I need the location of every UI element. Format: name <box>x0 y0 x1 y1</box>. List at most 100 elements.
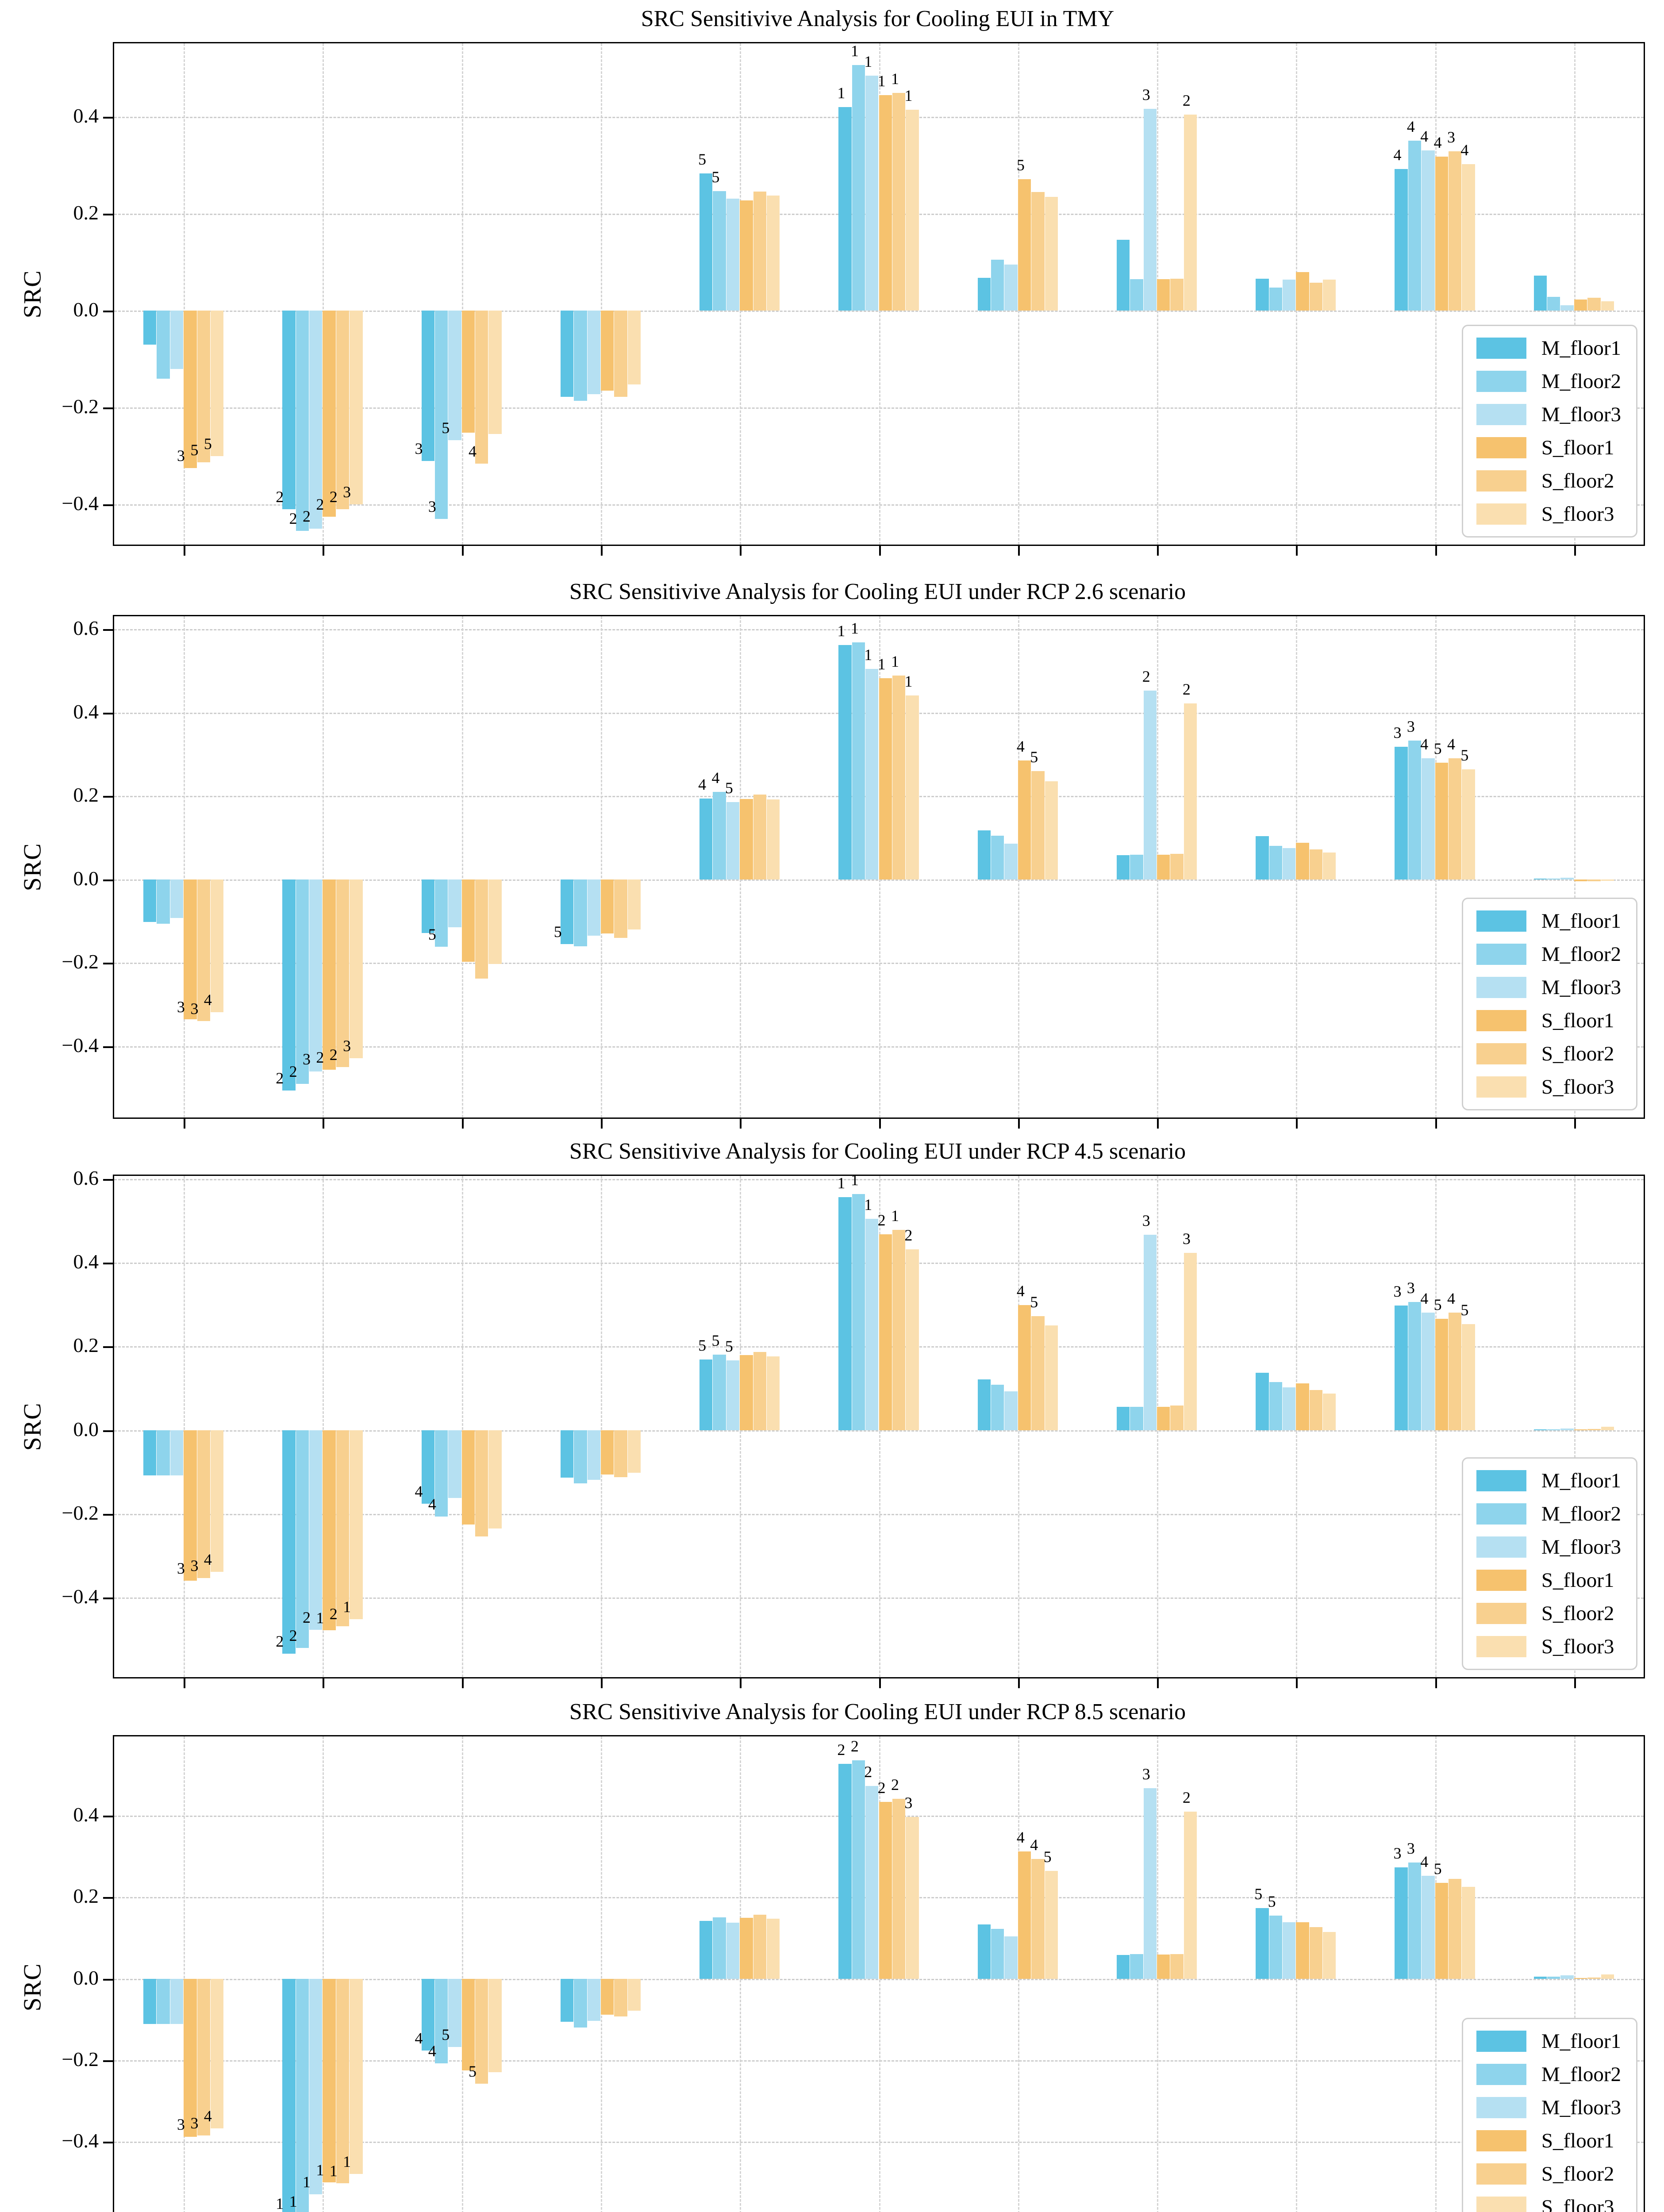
y-tick-mark <box>103 712 113 714</box>
bar <box>766 1919 780 1979</box>
bar <box>865 1218 879 1430</box>
bar <box>1547 1429 1560 1430</box>
bar <box>1435 1882 1448 1979</box>
bar <box>1462 164 1475 311</box>
y-tick-mark <box>103 1430 113 1432</box>
bar <box>852 642 865 879</box>
bar-rank-label: 2 <box>316 495 324 513</box>
bar-rank-label: 4 <box>415 1482 423 1501</box>
bar-rank-label: 4 <box>698 775 707 793</box>
legend-label: M_floor1 <box>1541 2029 1621 2053</box>
bar <box>1448 1878 1462 1979</box>
bar <box>1395 169 1408 311</box>
x-tick-mark <box>1157 546 1159 556</box>
bar-rank-label: 5 <box>1016 156 1025 174</box>
bar-rank-label: 1 <box>316 2161 324 2179</box>
bar <box>1256 1908 1269 1979</box>
bar <box>1422 1876 1435 1979</box>
bar-rank-label: 2 <box>302 1609 311 1627</box>
bar <box>434 1430 448 1517</box>
y-tick-label: 0.4 <box>73 1250 99 1273</box>
bar-rank-label: 3 <box>302 1050 311 1068</box>
x-tick-mark <box>461 1678 464 1688</box>
legend-label: M_floor2 <box>1541 369 1621 393</box>
legend-item: S_floor3 <box>1476 1636 1621 1657</box>
x-gridline <box>600 1736 602 2212</box>
x-gridline <box>184 1176 185 1677</box>
bar <box>574 879 587 946</box>
bar <box>627 311 641 384</box>
bar <box>991 260 1004 311</box>
plot-area: 0.6 0.4 0.2 0.0 −0.2 −0.4 SRC 2 4 5 1 3 2 4 5 1 3 2 5 1 3 4 3 1… <box>19 1167 1645 1688</box>
x-gridline <box>1574 1736 1576 2212</box>
bar-rank-label: 5 <box>442 419 450 437</box>
bar <box>560 311 574 397</box>
y-tick-mark <box>103 504 113 507</box>
bar <box>865 1786 879 1979</box>
bar-rank-label: 5 <box>698 150 707 169</box>
bar-rank-label: 2 <box>316 1048 324 1066</box>
y-tick-label: −0.2 <box>61 1501 99 1524</box>
bar <box>991 1385 1004 1430</box>
bar <box>1184 1811 1197 1979</box>
bar-rank-label: 1 <box>837 1174 845 1192</box>
bar <box>143 1430 157 1475</box>
bar <box>1031 1316 1045 1430</box>
bar <box>1256 1372 1269 1430</box>
bar <box>740 799 753 879</box>
bar <box>170 1430 184 1475</box>
x-gridline <box>600 1176 602 1677</box>
bar <box>892 1230 906 1430</box>
bar <box>614 1978 627 2017</box>
bar-rank-label: 5 <box>204 434 212 453</box>
bar <box>1395 747 1408 879</box>
bar <box>1184 703 1197 879</box>
panel-title: SRC Sensitivive Analysis for Cooling EUI… <box>569 1699 1186 1724</box>
bar-rank-label: 1 <box>850 42 859 60</box>
x-gridline <box>600 43 602 545</box>
legend-label: S_floor3 <box>1541 1635 1614 1658</box>
bar <box>421 1978 434 2051</box>
y-tick-label: −0.4 <box>61 492 99 515</box>
x-tick-mark <box>1296 546 1298 556</box>
bar <box>350 311 363 505</box>
bar <box>448 879 461 928</box>
legend-item: M_floor3 <box>1476 2097 1621 2118</box>
bar-rank-label: 5 <box>1268 1892 1276 1910</box>
legend: M_floor1 M_floor2 M_floor3 S_floor1 S_floor2… <box>1461 898 1637 1110</box>
bar-rank-label: 4 <box>204 1551 212 1569</box>
bar <box>1296 272 1309 311</box>
x-gridline <box>184 616 185 1118</box>
bar <box>1031 192 1045 311</box>
bar <box>852 65 865 311</box>
bar <box>1533 1976 1547 1979</box>
y-tick-label: −0.4 <box>61 2129 99 2152</box>
bar <box>1560 305 1574 311</box>
bar <box>1045 1325 1058 1430</box>
legend-label: S_floor1 <box>1541 1568 1614 1592</box>
bar-rank-label: 3 <box>1407 1839 1415 1857</box>
legend-swatch <box>1476 1010 1526 1031</box>
bar <box>1170 1405 1184 1430</box>
bar <box>1130 1954 1143 1979</box>
bar <box>488 1430 502 1528</box>
bar-rank-label: 2 <box>1182 680 1191 698</box>
bar <box>852 1194 865 1430</box>
bar <box>1004 1936 1018 1979</box>
bar-rank-label: 2 <box>329 1605 338 1623</box>
bar <box>879 1801 892 1979</box>
bar <box>1143 1235 1157 1430</box>
bar <box>421 1430 434 1504</box>
bar <box>892 1799 906 1979</box>
bar <box>475 879 488 979</box>
x-gridline <box>1574 43 1576 545</box>
y-axis-label: SRC <box>19 1963 46 2011</box>
legend-swatch <box>1476 470 1526 492</box>
legend-swatch <box>1476 977 1526 998</box>
bar <box>892 675 906 879</box>
legend-swatch <box>1476 1043 1526 1064</box>
bar <box>838 1763 852 1979</box>
bar <box>434 879 448 947</box>
bar-rank-label: 1 <box>904 86 913 104</box>
bar <box>600 1430 614 1475</box>
